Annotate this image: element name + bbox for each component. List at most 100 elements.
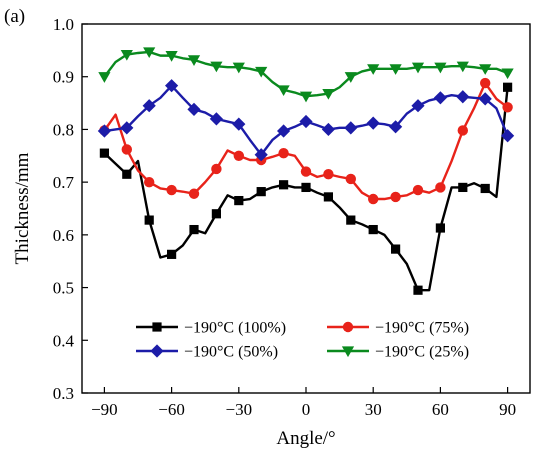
data-point xyxy=(256,187,266,197)
data-point xyxy=(344,72,357,83)
data-point xyxy=(501,129,515,143)
data-point xyxy=(412,184,424,196)
data-point xyxy=(187,55,201,66)
legend: −190°C (100%) −190°C (75%) −190°C (50%) −19… xyxy=(136,320,469,361)
data-point xyxy=(390,191,401,203)
data-point xyxy=(367,64,380,75)
data-point xyxy=(254,148,268,162)
data-point xyxy=(345,173,356,185)
data-point xyxy=(411,99,425,113)
data-point xyxy=(391,244,401,254)
data-point xyxy=(143,47,156,59)
data-point xyxy=(255,66,268,78)
data-point xyxy=(166,184,177,196)
series-4 xyxy=(98,47,514,103)
data-point xyxy=(97,124,111,138)
data-point xyxy=(433,91,447,105)
data-point xyxy=(457,125,468,136)
x-tick-label: 90 xyxy=(499,400,516,419)
data-point xyxy=(346,215,356,225)
data-point xyxy=(232,117,246,131)
x-tick-label: −30 xyxy=(226,400,253,419)
data-point xyxy=(120,121,134,135)
series-line xyxy=(103,50,509,98)
data-point xyxy=(299,114,313,129)
series-3 xyxy=(97,79,515,162)
data-point xyxy=(99,148,109,158)
x-tick-label: 60 xyxy=(432,400,449,419)
data-point xyxy=(233,150,244,161)
data-point xyxy=(165,79,179,93)
panel-label: (a) xyxy=(4,6,25,27)
data-point xyxy=(368,224,378,235)
y-tick-label: 0.9 xyxy=(53,68,74,87)
y-tick-label: 0.3 xyxy=(53,384,74,403)
data-point xyxy=(187,102,201,116)
data-point xyxy=(301,182,311,193)
data-point xyxy=(344,121,358,135)
y-tick-label: 0.5 xyxy=(53,279,74,298)
data-point xyxy=(501,68,514,80)
data-point xyxy=(142,99,156,113)
data-point xyxy=(323,169,334,180)
data-point xyxy=(480,77,491,89)
data-point xyxy=(502,102,513,113)
data-point xyxy=(121,144,132,155)
legend-label: −190°C (25%) xyxy=(375,344,469,361)
data-point xyxy=(144,176,155,188)
data-point xyxy=(209,112,223,126)
plot-frame xyxy=(81,23,531,394)
data-point xyxy=(144,215,154,225)
legend-entry: −190°C (50%) xyxy=(136,344,278,361)
data-point xyxy=(321,122,335,137)
data-point xyxy=(458,182,468,193)
data-point xyxy=(211,209,221,219)
y-tick-label: 0.7 xyxy=(53,173,75,192)
data-point xyxy=(456,90,470,104)
legend-label: −190°C (50%) xyxy=(184,344,278,361)
data-point xyxy=(456,61,469,73)
legend-entry: −190°C (25%) xyxy=(327,344,469,361)
data-point xyxy=(211,163,222,175)
y-tick-label: 0.4 xyxy=(53,331,75,350)
data-point xyxy=(368,193,379,205)
legend-label: −190°C (75%) xyxy=(375,320,469,337)
y-tick-label: 1.0 xyxy=(53,15,74,34)
data-point xyxy=(435,223,445,233)
x-tick-label: −90 xyxy=(91,400,118,419)
data-point xyxy=(299,91,313,103)
data-point xyxy=(341,346,355,358)
series-1 xyxy=(99,82,513,295)
data-point xyxy=(189,224,199,235)
axis-ticks: −90 −60 −30 0 30 60 90 0.3 0.4 0.5 0.6 0.7 0.8 0.9 1.0 xyxy=(53,15,516,419)
data-point xyxy=(232,62,245,74)
plot-area xyxy=(97,47,515,295)
data-point xyxy=(322,89,335,100)
data-point xyxy=(165,51,178,62)
data-point xyxy=(342,321,354,333)
data-point xyxy=(413,285,423,295)
x-axis-title: Angle/° xyxy=(276,428,335,449)
data-point xyxy=(366,116,380,130)
legend-label: −190°C (100%) xyxy=(184,320,286,337)
data-point xyxy=(279,180,289,190)
data-point xyxy=(480,183,490,194)
data-point xyxy=(503,82,513,92)
data-point xyxy=(478,92,492,106)
data-point xyxy=(122,169,132,179)
x-tick-label: 0 xyxy=(302,400,311,419)
legend-entry: −190°C (100%) xyxy=(136,320,286,337)
data-point xyxy=(411,62,425,74)
x-tick-label: −60 xyxy=(158,400,185,419)
data-point xyxy=(389,120,403,134)
data-point xyxy=(277,124,291,138)
series-2 xyxy=(99,77,513,205)
data-point xyxy=(389,64,402,75)
data-point xyxy=(300,166,312,177)
data-point xyxy=(479,64,492,75)
legend-entry: −190°C (75%) xyxy=(327,320,469,337)
y-tick-label: 0.8 xyxy=(53,120,74,139)
data-point xyxy=(152,322,162,332)
data-point xyxy=(210,61,223,73)
